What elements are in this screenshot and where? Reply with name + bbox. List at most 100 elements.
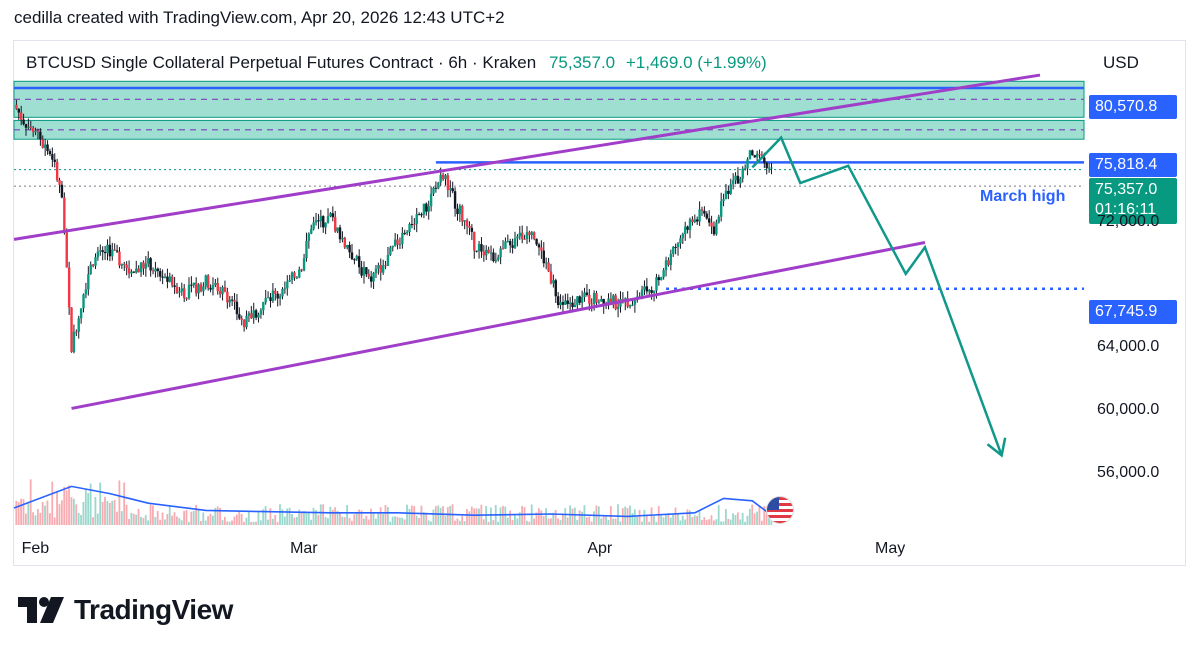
volume-bar-101 (257, 511, 260, 525)
candle-body-186 (461, 205, 464, 222)
volume-bar-260 (638, 509, 641, 525)
candle-body-150 (374, 268, 378, 274)
volume-bar-310 (758, 505, 761, 525)
volume-bar-86 (221, 520, 224, 525)
volume-bar-107 (271, 518, 274, 525)
candle-body-274 (672, 247, 675, 254)
candle-body-151 (377, 265, 380, 269)
volume-bar-167 (415, 515, 418, 525)
volume-bar-32 (92, 517, 94, 525)
candle-body-51 (137, 268, 140, 273)
candle-body-313 (765, 162, 768, 169)
volume-bar-145 (362, 518, 365, 525)
candle-body-225 (554, 280, 557, 297)
volume-bar-188 (466, 509, 468, 525)
us-flag-icon[interactable] (766, 496, 794, 524)
candle-body-263 (645, 286, 649, 292)
volume-bar-18 (58, 504, 61, 525)
candle-body-268 (657, 277, 661, 281)
volume-bar-226 (557, 518, 559, 525)
candle-body-60 (159, 271, 162, 277)
volume-bar-42 (116, 511, 118, 525)
volume-bar-64 (168, 506, 171, 525)
candle-body-38 (106, 244, 109, 254)
volume-bar-15 (51, 481, 54, 525)
volume-bar-262 (643, 509, 646, 525)
volume-bar-268 (657, 506, 660, 525)
candle-body-47 (127, 268, 131, 274)
volume-bar-128 (322, 504, 325, 525)
candle-body-223 (549, 271, 553, 284)
volume-bar-148 (370, 508, 372, 525)
volume-bar-76 (197, 509, 200, 525)
candle-body-126 (317, 220, 320, 222)
chart-frame[interactable] (13, 40, 1186, 566)
volume-bar-23 (70, 497, 73, 525)
volume-bar-303 (741, 512, 744, 525)
candle-body-121 (305, 240, 308, 259)
candle-body-134 (336, 227, 339, 232)
volume-bar-230 (566, 517, 569, 525)
candle-body-128 (322, 216, 325, 228)
candle-body-107 (271, 290, 275, 301)
candle-body-33 (94, 257, 97, 266)
volume-bar-151 (377, 512, 380, 525)
volume-bar-290 (710, 515, 713, 525)
candle-body-77 (199, 284, 203, 292)
candle-body-124 (312, 222, 315, 229)
volume-bar-309 (756, 511, 758, 525)
volume-bar-213 (526, 520, 528, 525)
candle-body-40 (111, 249, 114, 257)
candle-body-159 (396, 239, 399, 245)
volume-bar-275 (674, 507, 677, 525)
volume-bar-38 (106, 500, 109, 525)
currency-selector[interactable]: USD (1103, 53, 1139, 72)
volume-bar-51 (137, 508, 140, 525)
candle-body-264 (648, 290, 651, 292)
candle-body-175 (434, 187, 438, 189)
volume-bar-193 (478, 508, 480, 525)
candle-body-32 (91, 264, 95, 266)
volume-bar-278 (681, 515, 684, 525)
channel-lower-line (71, 241, 926, 410)
candle-body-56 (149, 258, 152, 271)
volume-bar-206 (509, 510, 512, 525)
volume-bar-214 (528, 521, 531, 525)
volume-bar-256 (629, 505, 631, 525)
volume-bar-91 (233, 516, 236, 525)
volume-bar-143 (358, 509, 360, 525)
candle-body-26 (77, 318, 80, 332)
volume-bar-3 (22, 499, 25, 525)
volume-bar-98 (250, 521, 253, 525)
price-change: +1,469.0 (+1.99%) (625, 53, 767, 72)
candle-body-235 (578, 296, 581, 303)
candle-body-271 (664, 260, 668, 271)
volume-bar-219 (540, 510, 543, 525)
volume-bar-176 (437, 505, 440, 525)
candle-body-297 (727, 190, 730, 194)
volume-bar-189 (468, 511, 471, 525)
candle-body-238 (585, 292, 589, 295)
candle-body-20 (63, 197, 66, 231)
candle-body-84 (216, 282, 219, 291)
volume-bar-2 (20, 498, 22, 525)
candle-body-169 (420, 214, 423, 216)
volume-bar-244 (600, 518, 603, 525)
symbol-legend[interactable]: BTCUSD Single Collateral Perpetual Futur… (26, 53, 767, 73)
candle-body-98 (250, 313, 253, 319)
candle-body-309 (755, 153, 759, 158)
candle-body-140 (350, 252, 354, 260)
volume-bar-40 (111, 500, 114, 525)
volume-bar-65 (171, 515, 174, 525)
candle-body-30 (87, 274, 90, 290)
volume-bar-232 (571, 508, 574, 525)
projection-path (751, 135, 1003, 456)
tradingview-logo[interactable]: TradingView (18, 594, 233, 626)
candle-body-193 (477, 244, 481, 252)
volume-bar-0 (15, 500, 18, 525)
last-price-label: 75,357.0 01:16:11 (1089, 178, 1177, 224)
volume-bar-50 (135, 514, 138, 525)
volume-bar-121 (305, 512, 308, 525)
candle-body-108 (274, 290, 277, 294)
